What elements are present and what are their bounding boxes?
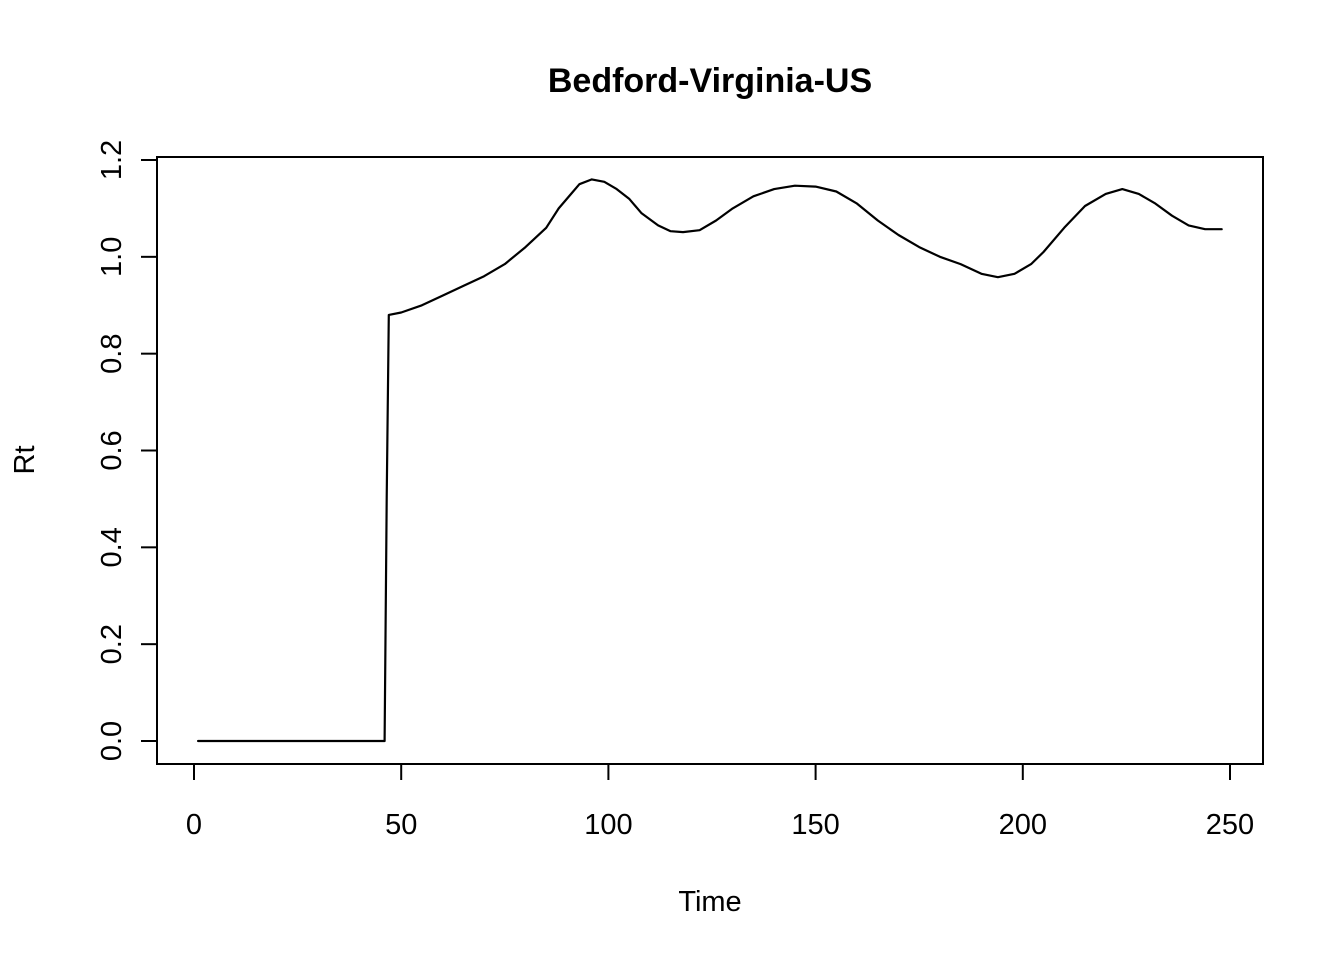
x-tick-label: 250 [1206, 809, 1254, 841]
y-axis: 0.0 0.2 0.4 0.6 0.8 1.0 1.2 [96, 140, 158, 761]
y-tick-label: 0.4 [96, 527, 128, 567]
y-tick-label: 1.2 [96, 140, 128, 180]
y-tick-label: 0.2 [96, 624, 128, 664]
y-tick-label: 0.0 [96, 721, 128, 761]
x-tick-label: 100 [584, 809, 632, 841]
x-axis: 0 50 100 150 200 250 [186, 763, 1254, 841]
chart-title: Bedford-Virginia-US [548, 62, 872, 100]
x-tick-label: 0 [186, 809, 202, 841]
series-line [197, 178, 1223, 743]
y-axis-label: Rt [9, 446, 41, 475]
y-tick-label: 0.8 [96, 334, 128, 374]
plot-frame [156, 156, 1264, 765]
x-tick-label: 150 [791, 809, 839, 841]
x-tick-label: 200 [999, 809, 1047, 841]
y-tick-label: 0.6 [96, 430, 128, 470]
x-axis-label: Time [678, 886, 741, 918]
x-tick-label: 50 [385, 809, 417, 841]
y-tick-label: 1.0 [96, 237, 128, 277]
